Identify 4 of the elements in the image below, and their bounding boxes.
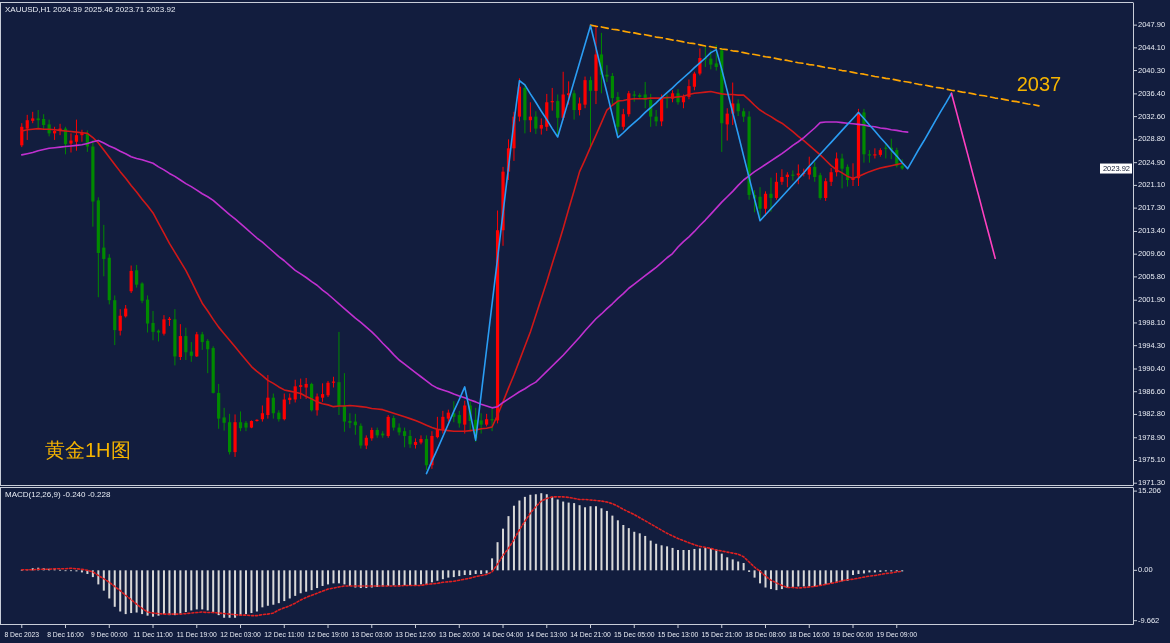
chart-title: MACD(12,26,9) -0.240 -0.228 [5,490,111,499]
annotation: 2037 [1016,73,1062,95]
annotation: 黄金1H图 [45,439,131,461]
chart-title: XAUUSD,H1 2024.39 2025.46 2023.71 2023.92 [5,5,176,14]
